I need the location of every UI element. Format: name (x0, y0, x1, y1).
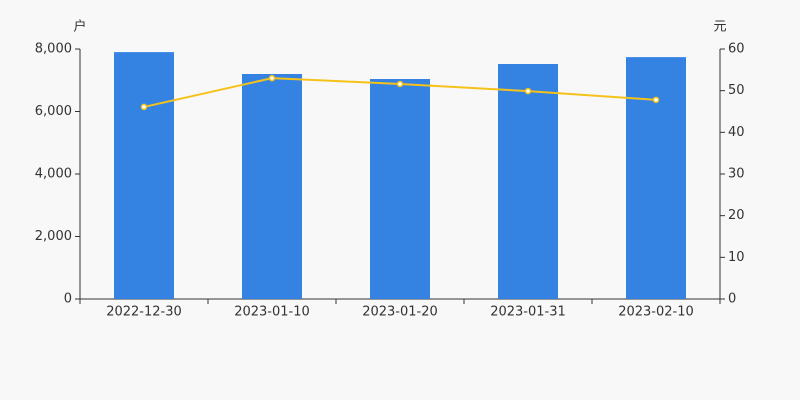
line-point (396, 80, 404, 88)
bar (370, 79, 430, 299)
x-tick-label: 2023-01-31 (490, 305, 566, 320)
y-tick-label: 2,000 (35, 229, 72, 244)
bar (114, 52, 174, 299)
x-tick-label: 2023-01-20 (362, 305, 438, 320)
y2-tick-label: 20 (728, 208, 745, 223)
y2-tick-label: 30 (728, 167, 745, 182)
y-tick-label: 6,000 (35, 104, 72, 119)
y2-unit: 元 (713, 20, 726, 35)
y2-tick-label: 50 (728, 83, 745, 98)
y2-tick-label: 0 (728, 292, 736, 307)
x-tick-label: 2023-02-10 (618, 305, 694, 320)
bar (626, 57, 686, 299)
y-tick-label: 8,000 (35, 42, 72, 57)
x-tick-label: 2022-12-30 (106, 305, 182, 320)
y2-tick-label: 40 (728, 125, 745, 140)
bar (242, 74, 302, 299)
y-tick-label: 0 (64, 292, 72, 307)
x-tick-label: 2023-01-10 (234, 305, 310, 320)
line-point (268, 74, 276, 82)
bar (498, 64, 558, 299)
line-point (524, 87, 532, 95)
y2-tick-label: 10 (728, 250, 745, 265)
y-unit: 户 (73, 19, 86, 35)
y-tick-label: 4,000 (35, 167, 72, 182)
line-point (652, 96, 660, 104)
line-point (140, 103, 148, 111)
y2-tick-label: 60 (728, 42, 745, 57)
